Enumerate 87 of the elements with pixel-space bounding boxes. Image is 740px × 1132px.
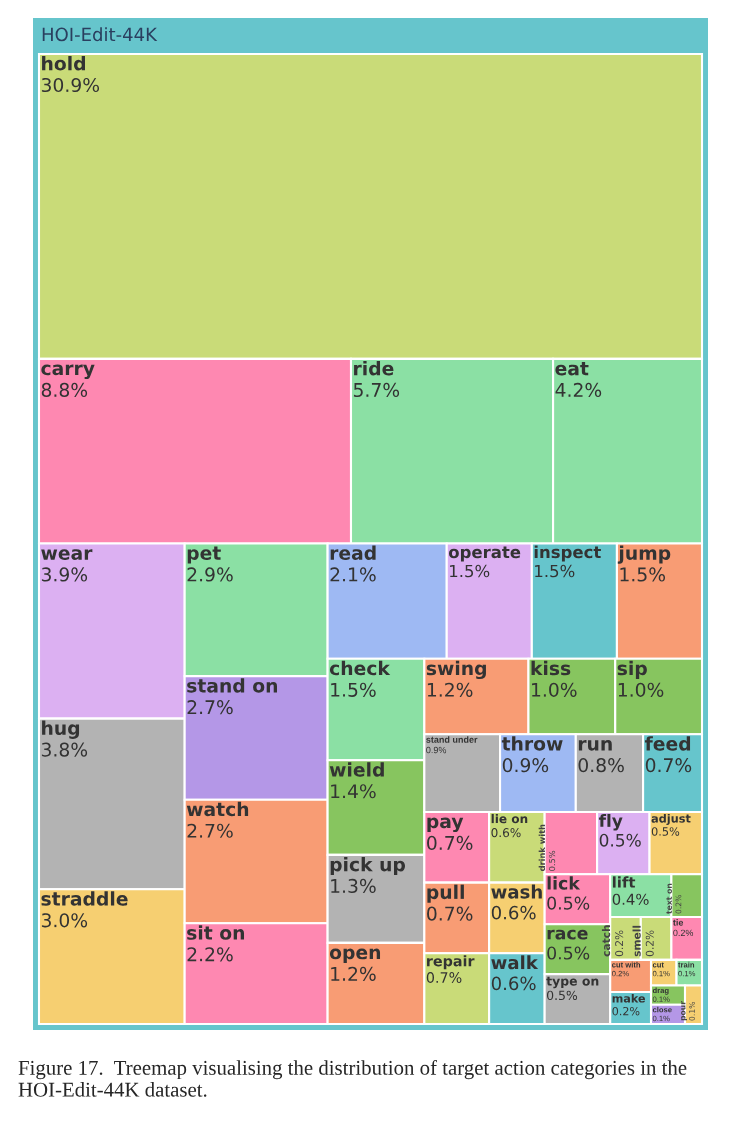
category-label: watch [186, 801, 249, 817]
data-label: 0.2% [673, 929, 694, 937]
data-label: 0.6% [491, 976, 536, 991]
data-label: 1.4% [331, 784, 376, 799]
category-label: catch [601, 925, 611, 957]
category-label: kiss [531, 660, 571, 676]
data-label: 3.9% [41, 567, 88, 582]
category-label: sip [617, 660, 647, 679]
category-label: carry [41, 364, 95, 380]
data-label: 0.2% [612, 1006, 640, 1016]
category-label: throw [501, 736, 563, 751]
data-label: 2.9% [187, 567, 233, 582]
category-label: straddle [41, 891, 128, 906]
category-label: eat [555, 361, 589, 376]
category-label: stand on [187, 678, 278, 693]
data-label: 2.1% [330, 567, 376, 582]
category-label: wear [41, 549, 93, 560]
data-label: 5.7% [353, 382, 400, 398]
category-label: pick up [330, 856, 405, 876]
category-label: pull [427, 884, 464, 903]
data-label: 1.2% [427, 682, 473, 697]
category-label: stand under [426, 736, 478, 743]
category-label: adjust [651, 813, 691, 825]
category-label: pet [187, 546, 221, 564]
data-label: 2.7% [187, 700, 233, 715]
category-label: open [329, 948, 381, 963]
data-label: 0.8% [578, 758, 624, 773]
category-label: operate [448, 546, 521, 562]
data-label: 0.7% [645, 758, 692, 773]
category-label: hold [42, 56, 85, 71]
category-label: hug [42, 720, 80, 739]
data-label: 8.8% [41, 382, 88, 398]
category-label: tie [673, 919, 684, 926]
data-label: 1.5% [450, 564, 490, 578]
category-label: smell [632, 925, 641, 957]
data-label: 0.7% [427, 835, 473, 851]
category-label: lie on [491, 813, 528, 824]
text: HOI-Edit-44K [42, 27, 158, 42]
category-label: read [330, 545, 376, 560]
category-label: lick [547, 876, 581, 890]
data-label: 4.2% [555, 382, 602, 398]
category-label: wield [329, 762, 384, 777]
data-label: 0.5% [548, 850, 556, 871]
caption: Figure 17. Treemap visualising the distribution of target action categories in the HOI-Edit-44K dataset. [18, 1060, 687, 1097]
data-label: 0.5% [651, 827, 680, 836]
data-label: 2.2% [187, 947, 233, 962]
category-label: drink with [538, 824, 546, 871]
category-label: race [547, 929, 588, 940]
category-label: lift [612, 876, 636, 888]
category-label: pay [427, 817, 464, 833]
data-label: 2.7% [187, 823, 233, 838]
category-label: ride [354, 360, 394, 376]
category-label: feed [644, 736, 691, 751]
category-label: repair [427, 955, 475, 970]
data-label: 1.5% [331, 682, 376, 697]
data-label: 0.5% [547, 896, 590, 910]
data-label: 0.7% [427, 906, 473, 921]
category-label: sit on [187, 925, 245, 940]
data-label: 1.5% [535, 564, 575, 578]
category-label: wash [491, 884, 542, 899]
data-label: 1.0% [618, 682, 664, 697]
data-label: 1.2% [331, 966, 376, 981]
data-label: 0.2% [645, 930, 654, 957]
data-label: 0.2% [615, 930, 624, 957]
data-label: 30.9% [41, 77, 100, 93]
data-label: 0.5% [547, 946, 590, 960]
category-label: inspect [534, 545, 601, 562]
data-label: 0.6% [491, 828, 521, 838]
data-label: 0.9% [502, 758, 549, 773]
data-label: 0.7% [426, 972, 462, 983]
data-label: 0.9% [426, 746, 447, 754]
data-label: 1.0% [532, 682, 577, 697]
data-label: 0.5% [599, 833, 641, 847]
category-label: check [329, 660, 391, 676]
category-label: make [612, 993, 645, 1003]
category-label: walk [491, 955, 539, 970]
data-label: 0.4% [612, 893, 649, 905]
data-label: 0.5% [546, 990, 578, 1001]
data-label: 3.8% [41, 742, 88, 757]
data-label: 1.3% [331, 878, 376, 894]
category-label: run [578, 739, 612, 751]
data-label: 3.0% [41, 913, 88, 928]
data-label: 1.5% [620, 567, 666, 582]
category-label: type on [546, 976, 599, 989]
category-label: swing [426, 660, 486, 680]
data-label: 0.6% [491, 905, 536, 920]
category-label: fly [598, 813, 623, 831]
